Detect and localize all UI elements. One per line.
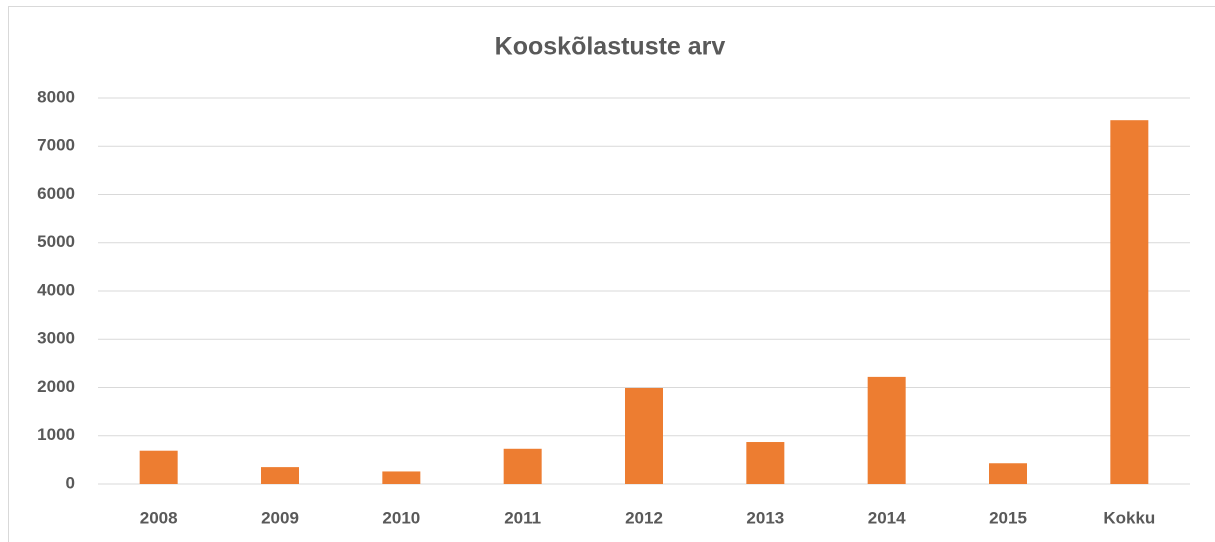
y-tick-label: 7000 xyxy=(37,136,75,155)
y-tick-label: 3000 xyxy=(37,329,75,348)
x-tick-label: Kokku xyxy=(1103,508,1155,527)
chart-title: Kooskõlastuste arv xyxy=(495,33,726,61)
bar xyxy=(503,448,542,484)
x-tick-label: 2012 xyxy=(625,508,663,527)
bar xyxy=(382,471,421,484)
y-tick-label: 5000 xyxy=(37,232,75,251)
y-tick-label: 6000 xyxy=(37,184,75,203)
x-tick-label: 2013 xyxy=(746,508,784,527)
y-tick-label: 8000 xyxy=(37,87,75,106)
bar xyxy=(867,376,906,484)
bar xyxy=(746,442,785,484)
bar xyxy=(989,463,1027,484)
chart-border xyxy=(8,6,1215,542)
y-tick-label: 2000 xyxy=(37,377,75,396)
bar xyxy=(1110,120,1149,484)
y-tick-label: 4000 xyxy=(37,280,75,299)
y-tick-label: 1000 xyxy=(37,425,75,444)
x-tick-label: 2011 xyxy=(504,508,541,527)
bar xyxy=(625,387,663,484)
y-tick-label: 0 xyxy=(66,473,75,492)
bar xyxy=(139,450,178,484)
x-tick-label: 2009 xyxy=(261,508,299,527)
x-tick-label: 2014 xyxy=(868,508,906,527)
x-tick-label: 2008 xyxy=(140,508,178,527)
x-tick-label: 2010 xyxy=(382,508,420,527)
bar xyxy=(261,467,299,484)
x-tick-label: 2015 xyxy=(989,508,1027,527)
